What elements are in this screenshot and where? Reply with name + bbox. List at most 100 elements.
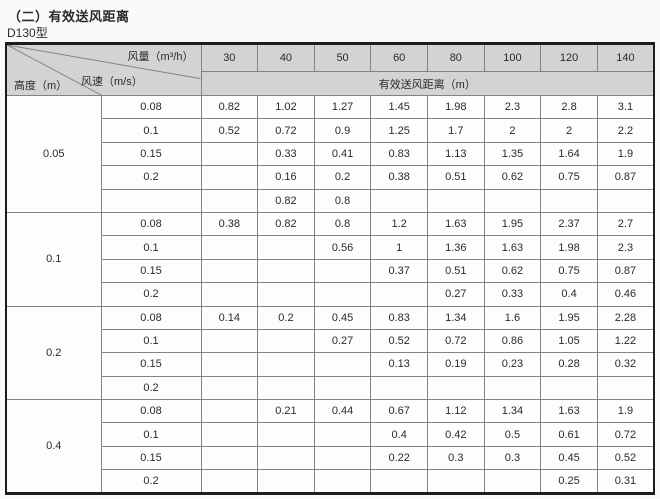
table-row: 0.2 [6, 375, 655, 401]
distance-value [257, 352, 315, 377]
distance-value [257, 375, 315, 401]
distance-value: 1.13 [427, 141, 485, 167]
distance-value: 0.86 [483, 328, 542, 354]
distance-value [257, 422, 315, 447]
distance-value: 0.2 [313, 165, 372, 190]
speed-value: 0.08 [100, 211, 202, 237]
distance-value: 2.8 [540, 94, 598, 120]
distance-value: 0.52 [370, 328, 428, 354]
table-row: 0.82 0.8 [6, 188, 655, 213]
distance-value [200, 399, 259, 424]
distance-value: 2.3 [483, 94, 542, 120]
diagonal-divider-lines [7, 45, 200, 95]
table-body: 0.05 0.08 0.82 1.02 1.27 1.45 1.98 2.3 2.8 3.1 0.1… [5, 94, 655, 494]
distance-value [200, 235, 259, 260]
distance-value: 1.95 [483, 211, 542, 237]
height-value: 0.1 [5, 211, 102, 307]
distance-value [540, 188, 598, 213]
speed-value: 0.08 [100, 399, 202, 424]
distance-value: 0.72 [596, 422, 655, 447]
distance-value: 0.31 [596, 469, 655, 494]
distance-value [200, 165, 259, 190]
table-row: 0.1 0.4 0.42 0.5 0.61 0.72 [6, 422, 655, 447]
speed-value [100, 188, 202, 213]
height-value: 0.4 [5, 399, 102, 494]
distance-value [370, 188, 428, 213]
distance-value: 0.72 [427, 328, 485, 354]
distance-value [200, 328, 259, 354]
distance-value [313, 422, 372, 447]
distance-value: 0.21 [257, 399, 315, 424]
speed-value: 0.1 [100, 235, 202, 260]
distance-value [257, 235, 315, 260]
distance-value [257, 328, 315, 354]
distance-value: 0.51 [427, 165, 485, 190]
header-row-distance: 有效送风距离（m） [6, 71, 655, 96]
distance-value: 0.3 [427, 445, 485, 471]
distance-value: 0.38 [370, 165, 428, 190]
distance-value: 0.82 [200, 94, 259, 120]
distance-value: 1.63 [483, 235, 542, 260]
table-row: 0.2 0.25 0.31 [6, 469, 655, 494]
distance-value [313, 375, 372, 401]
distance-value: 1.12 [427, 399, 485, 424]
distance-value: 0.44 [313, 399, 372, 424]
distance-value: 0.4 [370, 422, 428, 447]
distance-value: 1 [370, 235, 428, 260]
distance-value [257, 282, 315, 307]
speed-value: 0.2 [100, 282, 202, 307]
table-row: 0.1 0.56 1 1.36 1.63 1.98 2.3 [6, 235, 655, 260]
speed-value: 0.15 [100, 445, 202, 471]
distance-value: 0.56 [313, 235, 372, 260]
speed-value: 0.2 [100, 375, 202, 401]
table-row: 0.15 0.37 0.51 0.62 0.75 0.87 [6, 258, 655, 284]
distance-value: 0.28 [540, 352, 598, 377]
header-row-airflow: 风量（m³/h） 风速（m/s） 高度（m） 30 40 50 60 80 10… [5, 43, 655, 96]
speed-axis-label: 风速（m/s） [81, 76, 143, 88]
distance-value: 0.8 [313, 211, 372, 237]
speed-value: 0.1 [100, 328, 202, 354]
distance-value: 1.9 [596, 141, 655, 167]
distance-value [427, 469, 485, 494]
distance-value: 0.52 [596, 445, 655, 471]
distance-value: 0.33 [483, 282, 542, 307]
distance-value: 0.52 [200, 118, 259, 143]
speed-value: 0.08 [100, 305, 202, 330]
height-value: 0.2 [5, 305, 102, 401]
distance-value [200, 352, 259, 377]
distance-value [257, 469, 315, 494]
airflow-column-header: 120 [540, 43, 598, 72]
distance-value: 0.33 [257, 141, 315, 167]
page-title: （二）有效送风距离 [8, 9, 130, 24]
distance-value: 1.22 [596, 328, 655, 354]
table-row: 0.1 0.52 0.72 0.9 1.25 1.7 2 2 2.2 [6, 118, 655, 143]
distance-value: 2.28 [596, 305, 655, 330]
speed-value: 0.1 [100, 422, 202, 447]
distance-value: 1.25 [370, 118, 428, 143]
speed-value: 0.2 [100, 469, 202, 494]
distance-value [313, 282, 372, 307]
distance-value: 0.32 [596, 352, 655, 377]
table-row: 0.05 0.08 0.82 1.02 1.27 1.45 1.98 2.3 2.8 3.1 [5, 94, 655, 213]
distance-value: 0.4 [540, 282, 598, 307]
distance-value [200, 188, 259, 213]
distance-value [200, 141, 259, 167]
distance-value: 0.25 [540, 469, 598, 494]
height-value: 0.05 [5, 95, 102, 213]
table-row: 0.4 0.08 0.21 0.44 0.67 1.12 1.34 1.63 1.9 [5, 399, 655, 494]
distance-value: 1.45 [370, 94, 428, 120]
distance-value: 0.46 [596, 282, 655, 307]
distance-value [200, 445, 259, 471]
airflow-column-header: 60 [370, 43, 428, 72]
distance-value [483, 188, 542, 213]
speed-value: 0.15 [100, 352, 202, 377]
distance-value: 1.35 [483, 141, 542, 167]
distance-value: 0.75 [540, 258, 598, 284]
distance-value: 1.64 [540, 141, 598, 167]
distance-value: 0.41 [313, 141, 372, 167]
speed-value: 0.1 [100, 118, 202, 143]
distance-value: 0.2 [257, 305, 315, 330]
distance-value [427, 375, 485, 401]
distance-value [596, 188, 655, 213]
